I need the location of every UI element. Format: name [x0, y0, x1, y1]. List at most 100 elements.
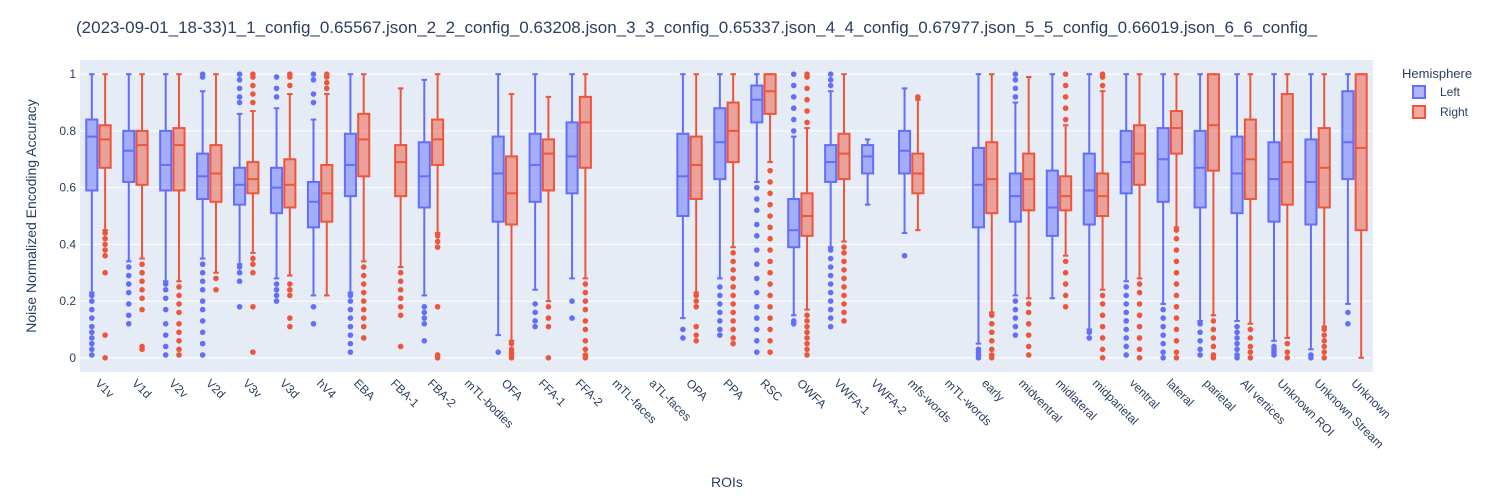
box-iqr — [713, 107, 727, 181]
outlier-point — [162, 352, 169, 358]
outlier-point — [582, 306, 589, 313]
box-iqr — [431, 118, 445, 166]
outlier-point — [1197, 346, 1203, 353]
outlier-point — [347, 315, 354, 321]
outlier-point — [236, 264, 243, 270]
outlier-point — [102, 332, 108, 338]
chart-title: (2023-09-01_18-33)1_1_config_0.65567.jso… — [76, 18, 1318, 37]
outlier-point — [1173, 338, 1180, 344]
outlier-point — [1321, 355, 1328, 361]
outlier-point — [1271, 352, 1277, 358]
outlier-point — [582, 355, 589, 361]
outlier-point — [693, 323, 700, 330]
legend: Hemisphere Left Right — [1402, 66, 1472, 119]
outlier-point — [139, 286, 145, 293]
box-iqr — [172, 127, 186, 192]
x-tick-label: FBA-1 — [388, 376, 422, 410]
box-right-hV4 — [320, 71, 334, 297]
outlier-point — [508, 340, 515, 347]
box-left-Unknown ROI — [1267, 73, 1281, 358]
outlier-point — [827, 82, 834, 89]
outlier-point — [236, 85, 243, 92]
outlier-point — [804, 119, 810, 126]
outlier-point — [1210, 355, 1217, 361]
outlier-point — [1136, 289, 1143, 296]
outlier-point — [397, 295, 404, 302]
outlier-point — [199, 298, 206, 304]
outlier-point — [176, 338, 182, 344]
outlier-point — [421, 309, 428, 316]
outlier-point — [717, 284, 723, 290]
outlier-point — [89, 323, 95, 330]
box-right-V1v — [98, 73, 112, 361]
outlier-point — [988, 312, 995, 319]
outlier-point — [753, 233, 760, 239]
box-left-FFA-1 — [528, 73, 542, 330]
outlier-point — [804, 352, 810, 358]
outlier-point — [1160, 355, 1166, 361]
outlier-point — [1160, 340, 1166, 347]
outlier-point — [767, 247, 773, 253]
outlier-point — [569, 315, 575, 321]
outlier-point — [1099, 335, 1106, 341]
outlier-point — [1173, 355, 1180, 361]
outlier-point — [102, 241, 108, 248]
outlier-point — [1086, 329, 1093, 336]
outlier-point — [421, 338, 428, 344]
outlier-point — [1062, 303, 1069, 310]
box-iqr — [269, 166, 284, 215]
outlier-point — [693, 303, 700, 310]
box-right-midventral — [1022, 76, 1036, 358]
x-tick-label: ventral — [1127, 376, 1162, 411]
outlier-point — [176, 352, 182, 358]
box-iqr — [1267, 141, 1281, 223]
outlier-point — [693, 338, 700, 344]
outlier-point — [767, 190, 773, 197]
outlier-point — [273, 281, 280, 287]
outlier-point — [434, 355, 441, 361]
box-left-ventral — [1119, 73, 1133, 358]
outlier-point — [532, 301, 538, 307]
outlier-point — [125, 272, 132, 279]
box-right-All vertices — [1243, 73, 1257, 361]
outlier-point — [1099, 323, 1106, 330]
outlier-point — [102, 230, 108, 236]
box-right-V1d — [135, 73, 149, 353]
outlier-point — [753, 349, 760, 355]
outlier-point — [680, 326, 686, 333]
outlier-point — [790, 105, 797, 112]
outlier-point — [162, 286, 169, 293]
outlier-point — [1099, 312, 1106, 319]
box-right-FFA-1 — [541, 95, 555, 361]
outlier-point — [1123, 301, 1130, 307]
outlier-point — [582, 326, 589, 333]
outlier-point — [841, 284, 847, 290]
outlier-point — [273, 292, 280, 299]
outlier-point — [421, 320, 428, 327]
outlier-point — [250, 349, 256, 355]
outlier-point — [680, 335, 686, 341]
outlier-point — [199, 352, 206, 358]
outlier-point — [790, 128, 797, 134]
outlier-point — [1234, 323, 1240, 330]
outlier-point — [199, 269, 206, 276]
outlier-point — [1234, 346, 1240, 353]
y-axis-title: Noise Normalized Encoding Accuracy — [23, 99, 39, 332]
box-iqr — [122, 129, 136, 183]
outlier-point — [767, 338, 773, 344]
box-iqr — [800, 192, 814, 237]
box-iqr — [394, 144, 408, 198]
outlier-point — [1234, 340, 1240, 347]
outlier-point — [717, 309, 723, 316]
outlier-point — [1284, 340, 1291, 347]
box-iqr — [306, 180, 321, 229]
outlier-point — [1012, 306, 1019, 313]
outlier-point — [347, 298, 354, 304]
box-left-EBA — [343, 73, 357, 355]
outlier-point — [360, 272, 367, 279]
outlier-point — [1247, 355, 1254, 361]
outlier-point — [125, 312, 132, 319]
plot-background — [80, 60, 1373, 372]
outlier-point — [988, 320, 995, 327]
outlier-point — [287, 292, 293, 299]
